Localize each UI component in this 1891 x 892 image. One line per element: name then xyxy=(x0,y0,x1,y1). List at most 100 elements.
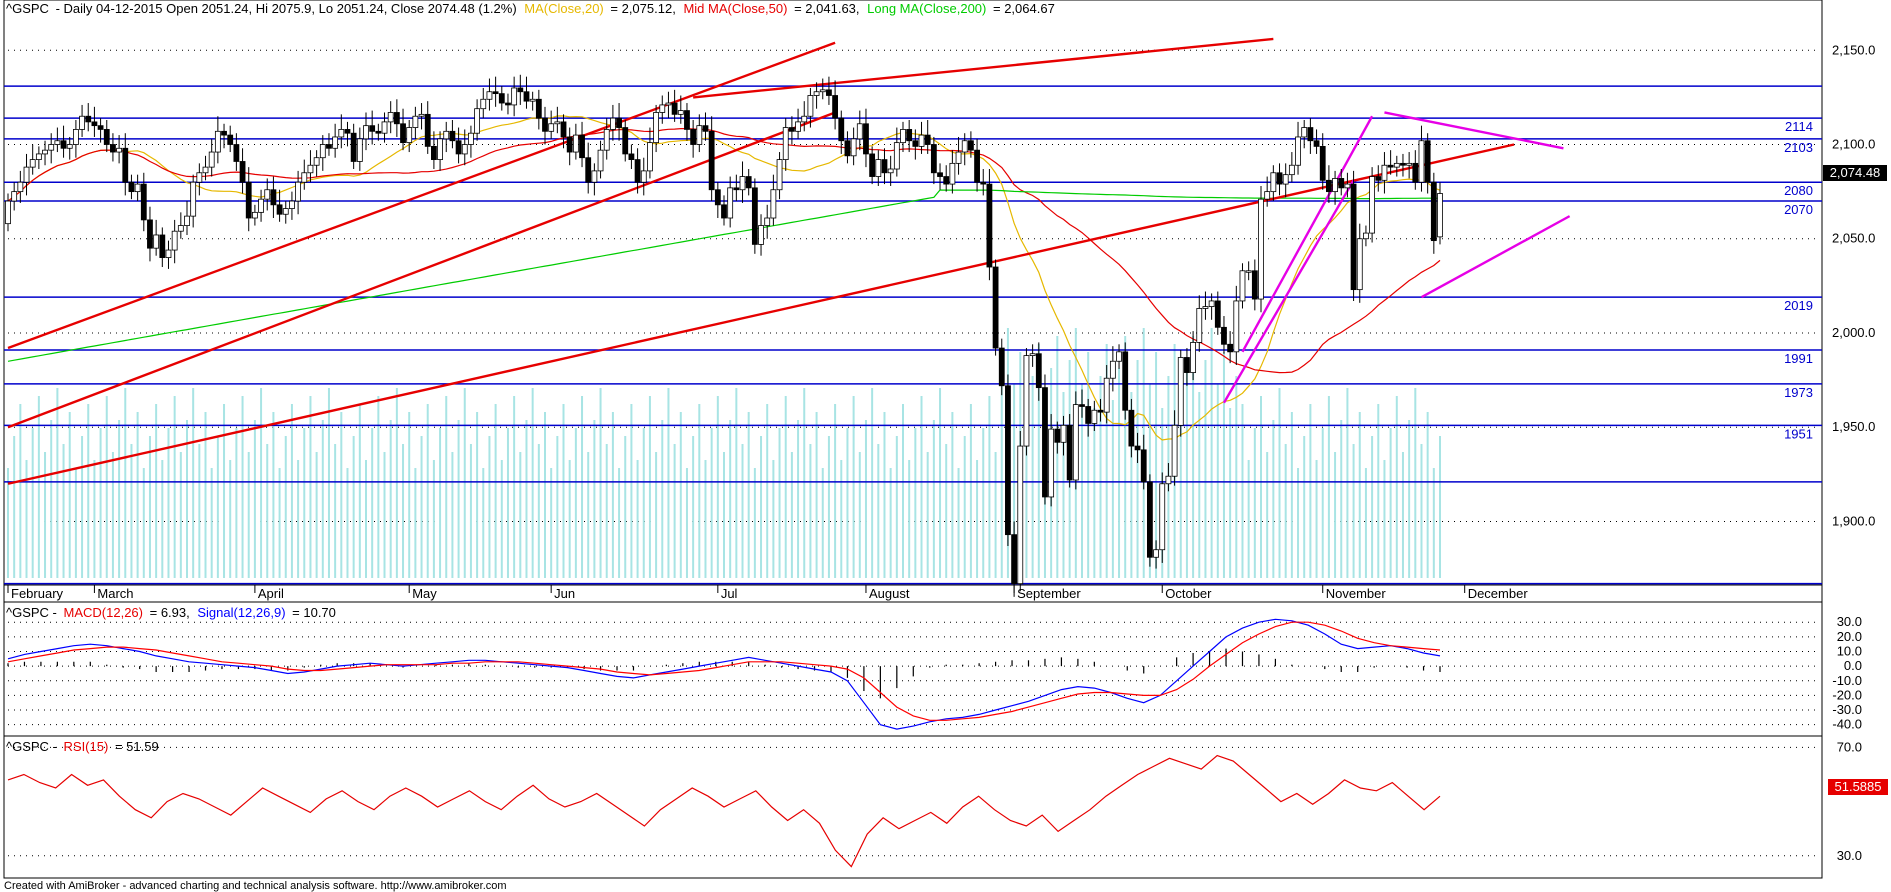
channel-line-upper xyxy=(1241,115,1374,353)
candle-down xyxy=(714,189,721,206)
candle-up xyxy=(338,129,345,138)
candle-down xyxy=(912,140,919,147)
rsi-pane[interactable]: 70.0 30.0 51.5885 ^GSPC - RSI(15) = 51.59 xyxy=(3,735,1888,879)
candle-down xyxy=(233,144,240,162)
candle-down xyxy=(566,136,573,153)
candle-down xyxy=(980,181,987,185)
candle-down xyxy=(560,121,567,138)
header-ma20-value: = 2,075.12, xyxy=(610,1,675,16)
candle-down xyxy=(326,144,332,149)
rsi-axis: 70.0 30.0 xyxy=(1837,739,1862,862)
candle-up xyxy=(1239,270,1246,302)
candle-up xyxy=(893,142,900,170)
candle-down xyxy=(967,140,974,151)
candle-down xyxy=(350,132,357,162)
candle-up xyxy=(1109,360,1116,379)
candle-down xyxy=(1214,300,1221,328)
candle-down xyxy=(239,161,246,183)
candle-up xyxy=(319,144,326,159)
candle-down xyxy=(1042,387,1048,498)
candle-down xyxy=(708,130,715,191)
ma50-line xyxy=(7,128,1441,374)
candle-up xyxy=(72,129,79,145)
candle-up xyxy=(770,189,777,219)
candle-down xyxy=(393,112,400,125)
rsi-series-line xyxy=(7,754,1441,868)
candle-up xyxy=(640,170,647,183)
header-ma20-label: MA(Close,20) xyxy=(524,1,603,16)
candle-up xyxy=(850,138,857,157)
candle-up xyxy=(1288,164,1295,176)
candle-up xyxy=(381,121,388,134)
candle-down xyxy=(276,204,283,215)
candle-up xyxy=(468,132,474,145)
candle-down xyxy=(702,125,709,132)
candle-down xyxy=(344,129,351,134)
candle-up xyxy=(1245,270,1252,273)
candle-up xyxy=(48,144,55,151)
candle-up xyxy=(1295,136,1301,166)
candle-down xyxy=(505,102,511,106)
macd-header: ^GSPC - MACD(12,26) = 6.93, Signal(12,26… xyxy=(6,605,336,620)
candle-down xyxy=(1227,343,1234,353)
macd-pane[interactable]: 30.020.010.00.0-10.0-20.0-30.0-40.0 ^GSP… xyxy=(3,601,1862,737)
price-pane[interactable]: 2,150.0 2,100.0 2,050.0 2,000.0 1,950.0 1,900… xyxy=(3,0,1887,597)
candle-up xyxy=(363,125,369,140)
macd-tick-label: -10.0 xyxy=(1832,673,1862,688)
candle-down xyxy=(245,181,252,219)
candle-up xyxy=(54,140,61,145)
month-label: October xyxy=(1165,586,1212,601)
candle-up xyxy=(5,200,11,225)
candle-up xyxy=(1301,127,1308,138)
candle-up xyxy=(1196,308,1203,343)
candle-down xyxy=(1307,127,1314,142)
candle-up xyxy=(764,217,771,226)
month-label: Jun xyxy=(554,586,575,601)
signal-header-value: = 10.70 xyxy=(292,605,336,620)
candle-down xyxy=(751,187,758,245)
candle-up xyxy=(1153,549,1159,558)
level-label: 2103 xyxy=(1784,140,1813,155)
ma20-line xyxy=(7,115,1441,441)
price-tick-label: 2,050.0 xyxy=(1832,231,1875,246)
candle-up xyxy=(1344,183,1351,189)
last-price-box xyxy=(1823,165,1887,181)
candle-down xyxy=(1085,406,1092,424)
macd-tick-label: -20.0 xyxy=(1832,687,1862,702)
candle-down xyxy=(844,140,851,157)
candle-down xyxy=(400,123,406,144)
candle-up xyxy=(214,130,221,153)
candle-up xyxy=(603,129,610,151)
month-label: August xyxy=(869,586,910,601)
rsi-last-label: 51.5885 xyxy=(1835,779,1882,794)
macd-line xyxy=(7,618,1441,730)
candle-up xyxy=(955,151,962,164)
candle-down xyxy=(1221,326,1227,345)
candle-down xyxy=(579,134,585,159)
candle-up xyxy=(437,138,443,160)
candle-up xyxy=(153,234,160,249)
rsi-line xyxy=(7,754,1441,868)
level-label: 2114 xyxy=(1785,119,1813,134)
candle-down xyxy=(585,157,592,183)
rsi-header-symbol: ^GSPC - xyxy=(6,739,57,754)
price-tick-label: 1,950.0 xyxy=(1832,419,1875,434)
candle-up xyxy=(29,159,36,168)
candle-up xyxy=(1363,232,1369,240)
candle-down xyxy=(826,89,832,96)
candle-up xyxy=(1177,357,1184,426)
candle-up xyxy=(387,112,394,123)
candle-up xyxy=(1406,162,1413,166)
candle-up xyxy=(1190,342,1197,373)
price-tick-label: 2,000.0 xyxy=(1832,325,1875,340)
candle-down xyxy=(85,115,92,123)
macd-lines xyxy=(7,618,1441,730)
channel-line-lower xyxy=(1222,179,1355,404)
candle-up xyxy=(1332,178,1338,193)
footer-credit: Created with AmiBroker - advanced charti… xyxy=(4,880,507,892)
candle-down xyxy=(542,117,548,132)
candle-down xyxy=(838,117,845,142)
candle-down xyxy=(1313,140,1320,147)
downtrend-line xyxy=(1384,111,1564,150)
